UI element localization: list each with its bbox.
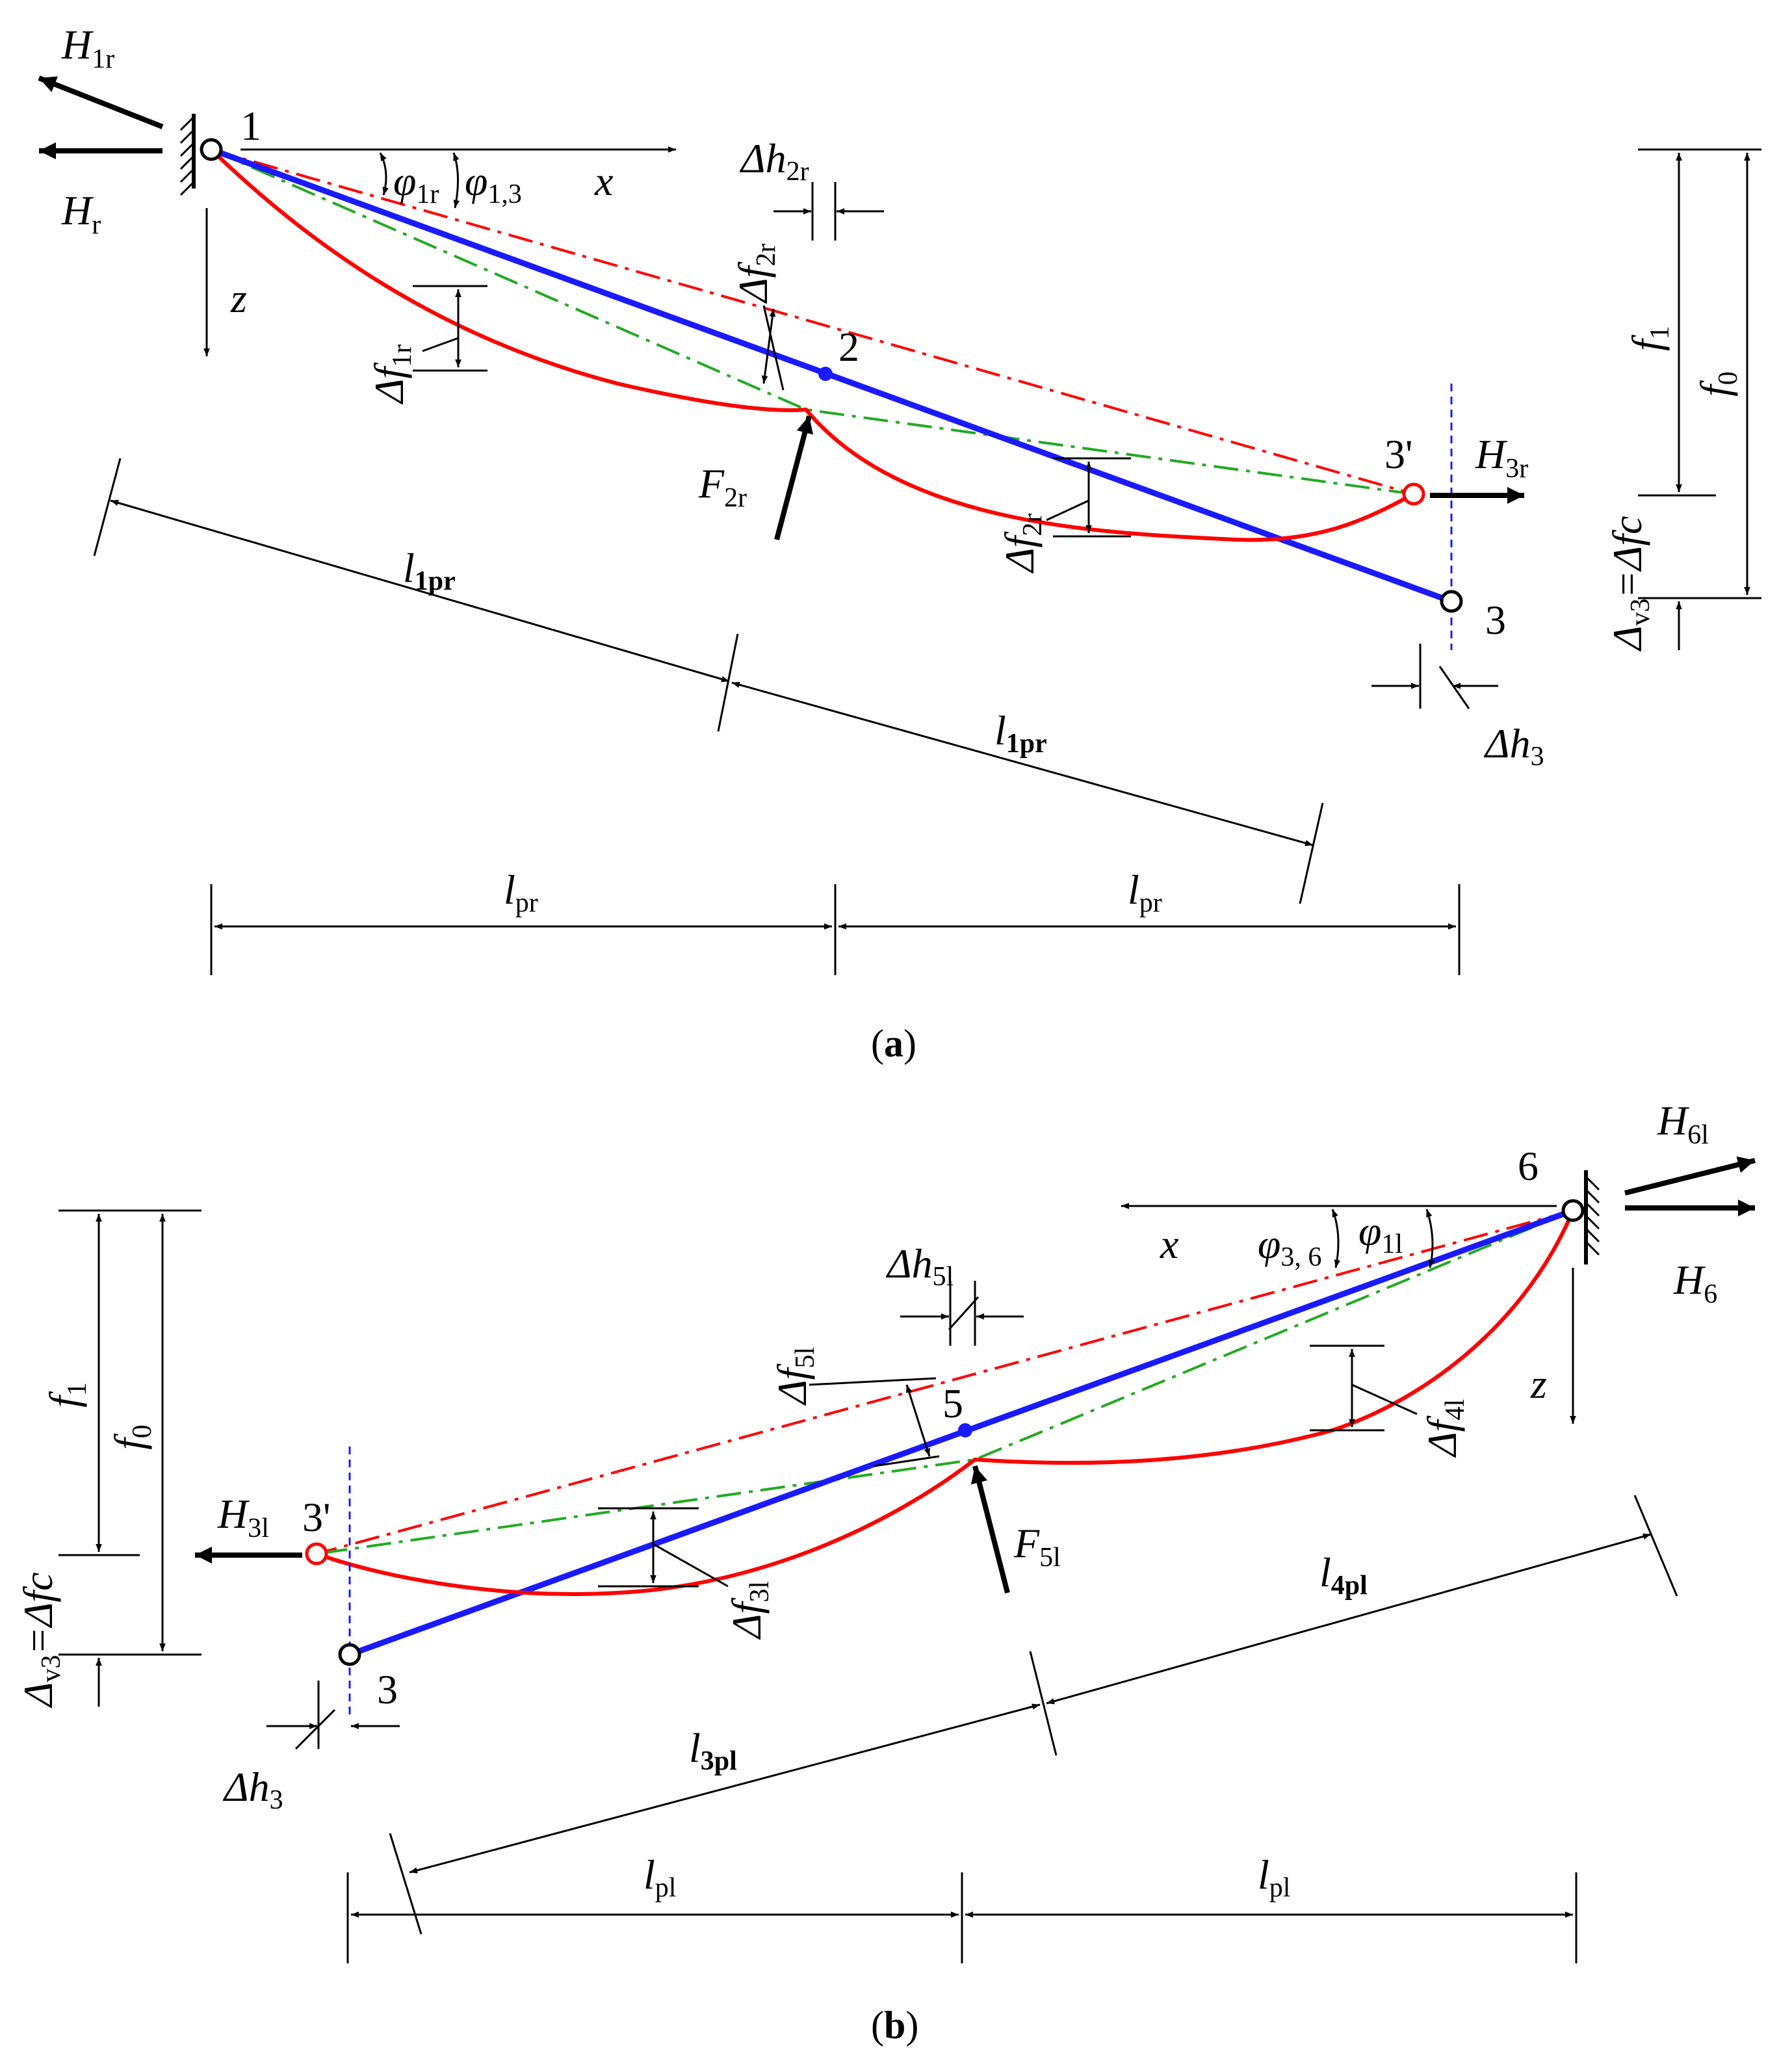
point-3prime-marker-a bbox=[1402, 482, 1425, 506]
point-3-marker-a bbox=[1440, 590, 1463, 613]
dimension-dh5l bbox=[900, 1281, 1024, 1346]
df4l-label: Δf4l bbox=[1419, 1399, 1470, 1458]
point-1-marker bbox=[200, 138, 223, 161]
point-6-marker bbox=[1561, 1199, 1585, 1222]
lpl-right-label: lpl bbox=[1258, 1852, 1290, 1903]
l1pr-label-b: l1pr bbox=[994, 707, 1047, 759]
point-3-label-b: 3 bbox=[377, 1666, 398, 1712]
panel-a: 1 2 3 3' x z H1r Hr φ1r φ1,3 Δh2r Δf2r bbox=[38, 21, 1761, 1065]
point-2-marker bbox=[818, 367, 833, 381]
l4pl-label: l4pl bbox=[1319, 1549, 1368, 1601]
force-F5l-label: F5l bbox=[1013, 1520, 1061, 1573]
df2r-bottom-label: Δf2r bbox=[996, 514, 1048, 574]
lpr-left-label: lpr bbox=[504, 867, 538, 918]
force-H6-label: H6 bbox=[1673, 1257, 1717, 1309]
dh3-label-a: Δh3 bbox=[1483, 720, 1544, 772]
point-3prime-label-b: 3' bbox=[302, 1494, 331, 1540]
force-H3l-label: H3l bbox=[217, 1491, 269, 1543]
force-F5l-arrow bbox=[970, 1465, 1010, 1593]
point-3-marker-b bbox=[338, 1643, 361, 1666]
point-2-label: 2 bbox=[838, 324, 859, 370]
force-H6l-arrow bbox=[1624, 1156, 1756, 1196]
df3l-label: Δf3l bbox=[723, 1581, 775, 1640]
point-1-label: 1 bbox=[240, 103, 261, 149]
panel-b: 6 5 3 3' x z H6l H6 φ3, 6 φ1l Δh5l bbox=[15, 1097, 1756, 2047]
fixed-support-6-icon bbox=[1584, 1170, 1600, 1264]
dh5l-label: Δh5l bbox=[885, 1240, 954, 1292]
angle-phi1r-label: φ1r bbox=[393, 158, 439, 209]
z-axis-label-a: z bbox=[230, 275, 247, 321]
force-F2r-label: F2r bbox=[698, 460, 747, 513]
dv3-label-b: Δv3=Δfc bbox=[15, 1573, 66, 1709]
dimension-dh3-b bbox=[266, 1681, 400, 1750]
angle-phi13-arc bbox=[452, 152, 460, 209]
dimension-sag-a bbox=[1638, 148, 1761, 650]
cable-deformed-b bbox=[315, 1209, 1575, 1596]
force-H3r-label: H3r bbox=[1475, 431, 1528, 484]
dimension-df4l bbox=[1310, 1344, 1418, 1432]
dimension-sag-b bbox=[58, 1209, 201, 1707]
force-H1r-arrow bbox=[38, 75, 164, 129]
force-H1r-label: H1r bbox=[61, 21, 114, 74]
point-5-label: 5 bbox=[942, 1380, 963, 1426]
point-3prime-label-a: 3' bbox=[1384, 431, 1413, 477]
fixed-support-1-icon bbox=[179, 114, 196, 196]
l3pl-label: l3pl bbox=[689, 1725, 737, 1776]
f0-label-a: f0 bbox=[1692, 371, 1743, 397]
angle-phi36-label: φ3, 6 bbox=[1258, 1221, 1321, 1272]
angle-phi1l-arc bbox=[1425, 1209, 1435, 1268]
dimension-dh2r bbox=[773, 182, 884, 241]
caption-a: (a) bbox=[871, 1022, 916, 1065]
angle-phi36-arc bbox=[1331, 1209, 1341, 1268]
force-F2r-arrow bbox=[774, 415, 813, 541]
point-3prime-marker-b bbox=[305, 1542, 328, 1566]
x-axis-label-b: x bbox=[1160, 1221, 1178, 1267]
dimension-lpl bbox=[346, 1872, 1578, 1963]
dimension-lpr bbox=[210, 884, 1461, 975]
angle-phi1l-label: φ1l bbox=[1358, 1208, 1403, 1259]
cable-deformed-a bbox=[209, 148, 1415, 542]
f0-label-b: f0 bbox=[106, 1424, 157, 1450]
z-axis-label-b: z bbox=[1530, 1361, 1547, 1407]
point-3-label-a: 3 bbox=[1485, 597, 1506, 643]
lpl-left-label: lpl bbox=[643, 1852, 676, 1903]
df2r-top-label: Δf2r bbox=[730, 244, 781, 304]
chord-line-a bbox=[211, 148, 1414, 495]
dimension-l1pr bbox=[93, 458, 1324, 904]
dimension-df1r bbox=[413, 285, 487, 372]
dimension-df3l bbox=[598, 1507, 729, 1588]
force-H6l-label: H6l bbox=[1657, 1097, 1709, 1150]
df1r-label: Δf1r bbox=[366, 345, 417, 405]
f1-label-b: f1 bbox=[41, 1382, 92, 1408]
df5l-label: Δf5l bbox=[769, 1347, 820, 1406]
dimension-df5l bbox=[809, 1377, 940, 1467]
angle-phi1r-arc bbox=[379, 152, 389, 196]
dh3-label-b: Δh3 bbox=[222, 1764, 283, 1815]
point-5-marker bbox=[958, 1423, 972, 1437]
dimension-dh3-a bbox=[1371, 644, 1498, 709]
l1pr-label-a: l1pr bbox=[403, 545, 456, 596]
dimension-df2r-top bbox=[761, 305, 785, 391]
lpr-right-label: lpr bbox=[1128, 867, 1162, 918]
dimension-df2r-bottom bbox=[1046, 457, 1131, 538]
x-axis-label-a: x bbox=[594, 158, 613, 204]
chord-line-b bbox=[316, 1209, 1574, 1555]
point-6-label: 6 bbox=[1518, 1143, 1539, 1189]
caption-b: (b) bbox=[871, 2004, 918, 2047]
dv3-label-a: Δv3=Δfc bbox=[1604, 516, 1656, 653]
dh2r-label: Δh2r bbox=[739, 135, 809, 187]
angle-phi13-label: φ1,3 bbox=[465, 158, 522, 209]
f1-label-a: f1 bbox=[1624, 326, 1675, 351]
force-Hr-label: Hr bbox=[61, 187, 101, 240]
